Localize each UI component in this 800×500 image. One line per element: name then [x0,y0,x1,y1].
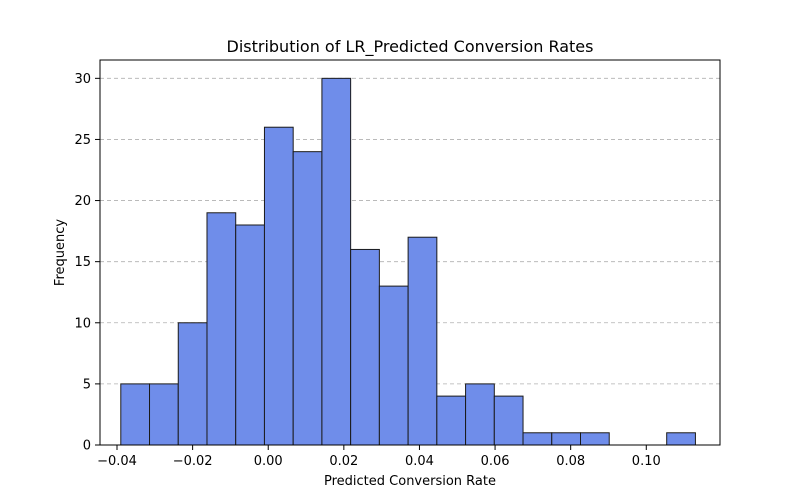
histogram-bar [263,126,294,446]
histogram-bar [493,395,524,446]
y-tick-label: 25 [74,133,91,148]
y-tick-label: 30 [74,72,91,87]
plot-area-frame [99,59,721,446]
histogram-bar [235,224,265,446]
chart-title: Distribution of LR_Predicted Conversion … [227,37,594,57]
y-axis-label: Frequency [53,219,68,286]
histogram-bar [321,77,352,446]
histogram-bar [120,383,151,446]
y-tick-label: 15 [74,255,91,270]
histogram-bar [551,432,582,446]
histogram-bar [292,151,323,446]
histogram-bar [666,432,696,446]
histogram-bar [378,285,409,446]
histogram-bar [522,432,553,446]
x-tick-label: 0.06 [481,454,510,469]
y-tick-label: 0 [83,439,91,454]
x-axis-ticks: −0.04 −0.02 0.00 0.02 0.04 0.06 0.08 0.10 [97,445,661,469]
x-tick-label: 0.00 [254,454,283,469]
histogram-bar [206,212,237,446]
x-axis-label: Predicted Conversion Rate [324,474,496,489]
x-tick-label: 0.08 [556,454,585,469]
histogram-bar [407,236,438,446]
histogram-bar [149,383,179,446]
y-tick-label: 20 [74,194,91,209]
histogram-bar [350,248,380,446]
x-tick-label: −0.02 [173,454,213,469]
y-axis-ticks: 0 5 10 15 20 25 30 [74,72,100,454]
x-tick-label: 0.10 [632,454,661,469]
histogram-bar [465,383,495,446]
x-tick-label: −0.04 [97,454,137,469]
histogram-bar [580,432,610,446]
x-tick-label: 0.04 [405,454,434,469]
y-tick-label: 5 [83,377,91,392]
x-tick-label: 0.02 [329,454,358,469]
histogram-bar [436,395,467,446]
histogram-bar [177,322,208,446]
y-tick-label: 10 [74,316,91,331]
histogram-bars [120,77,696,446]
